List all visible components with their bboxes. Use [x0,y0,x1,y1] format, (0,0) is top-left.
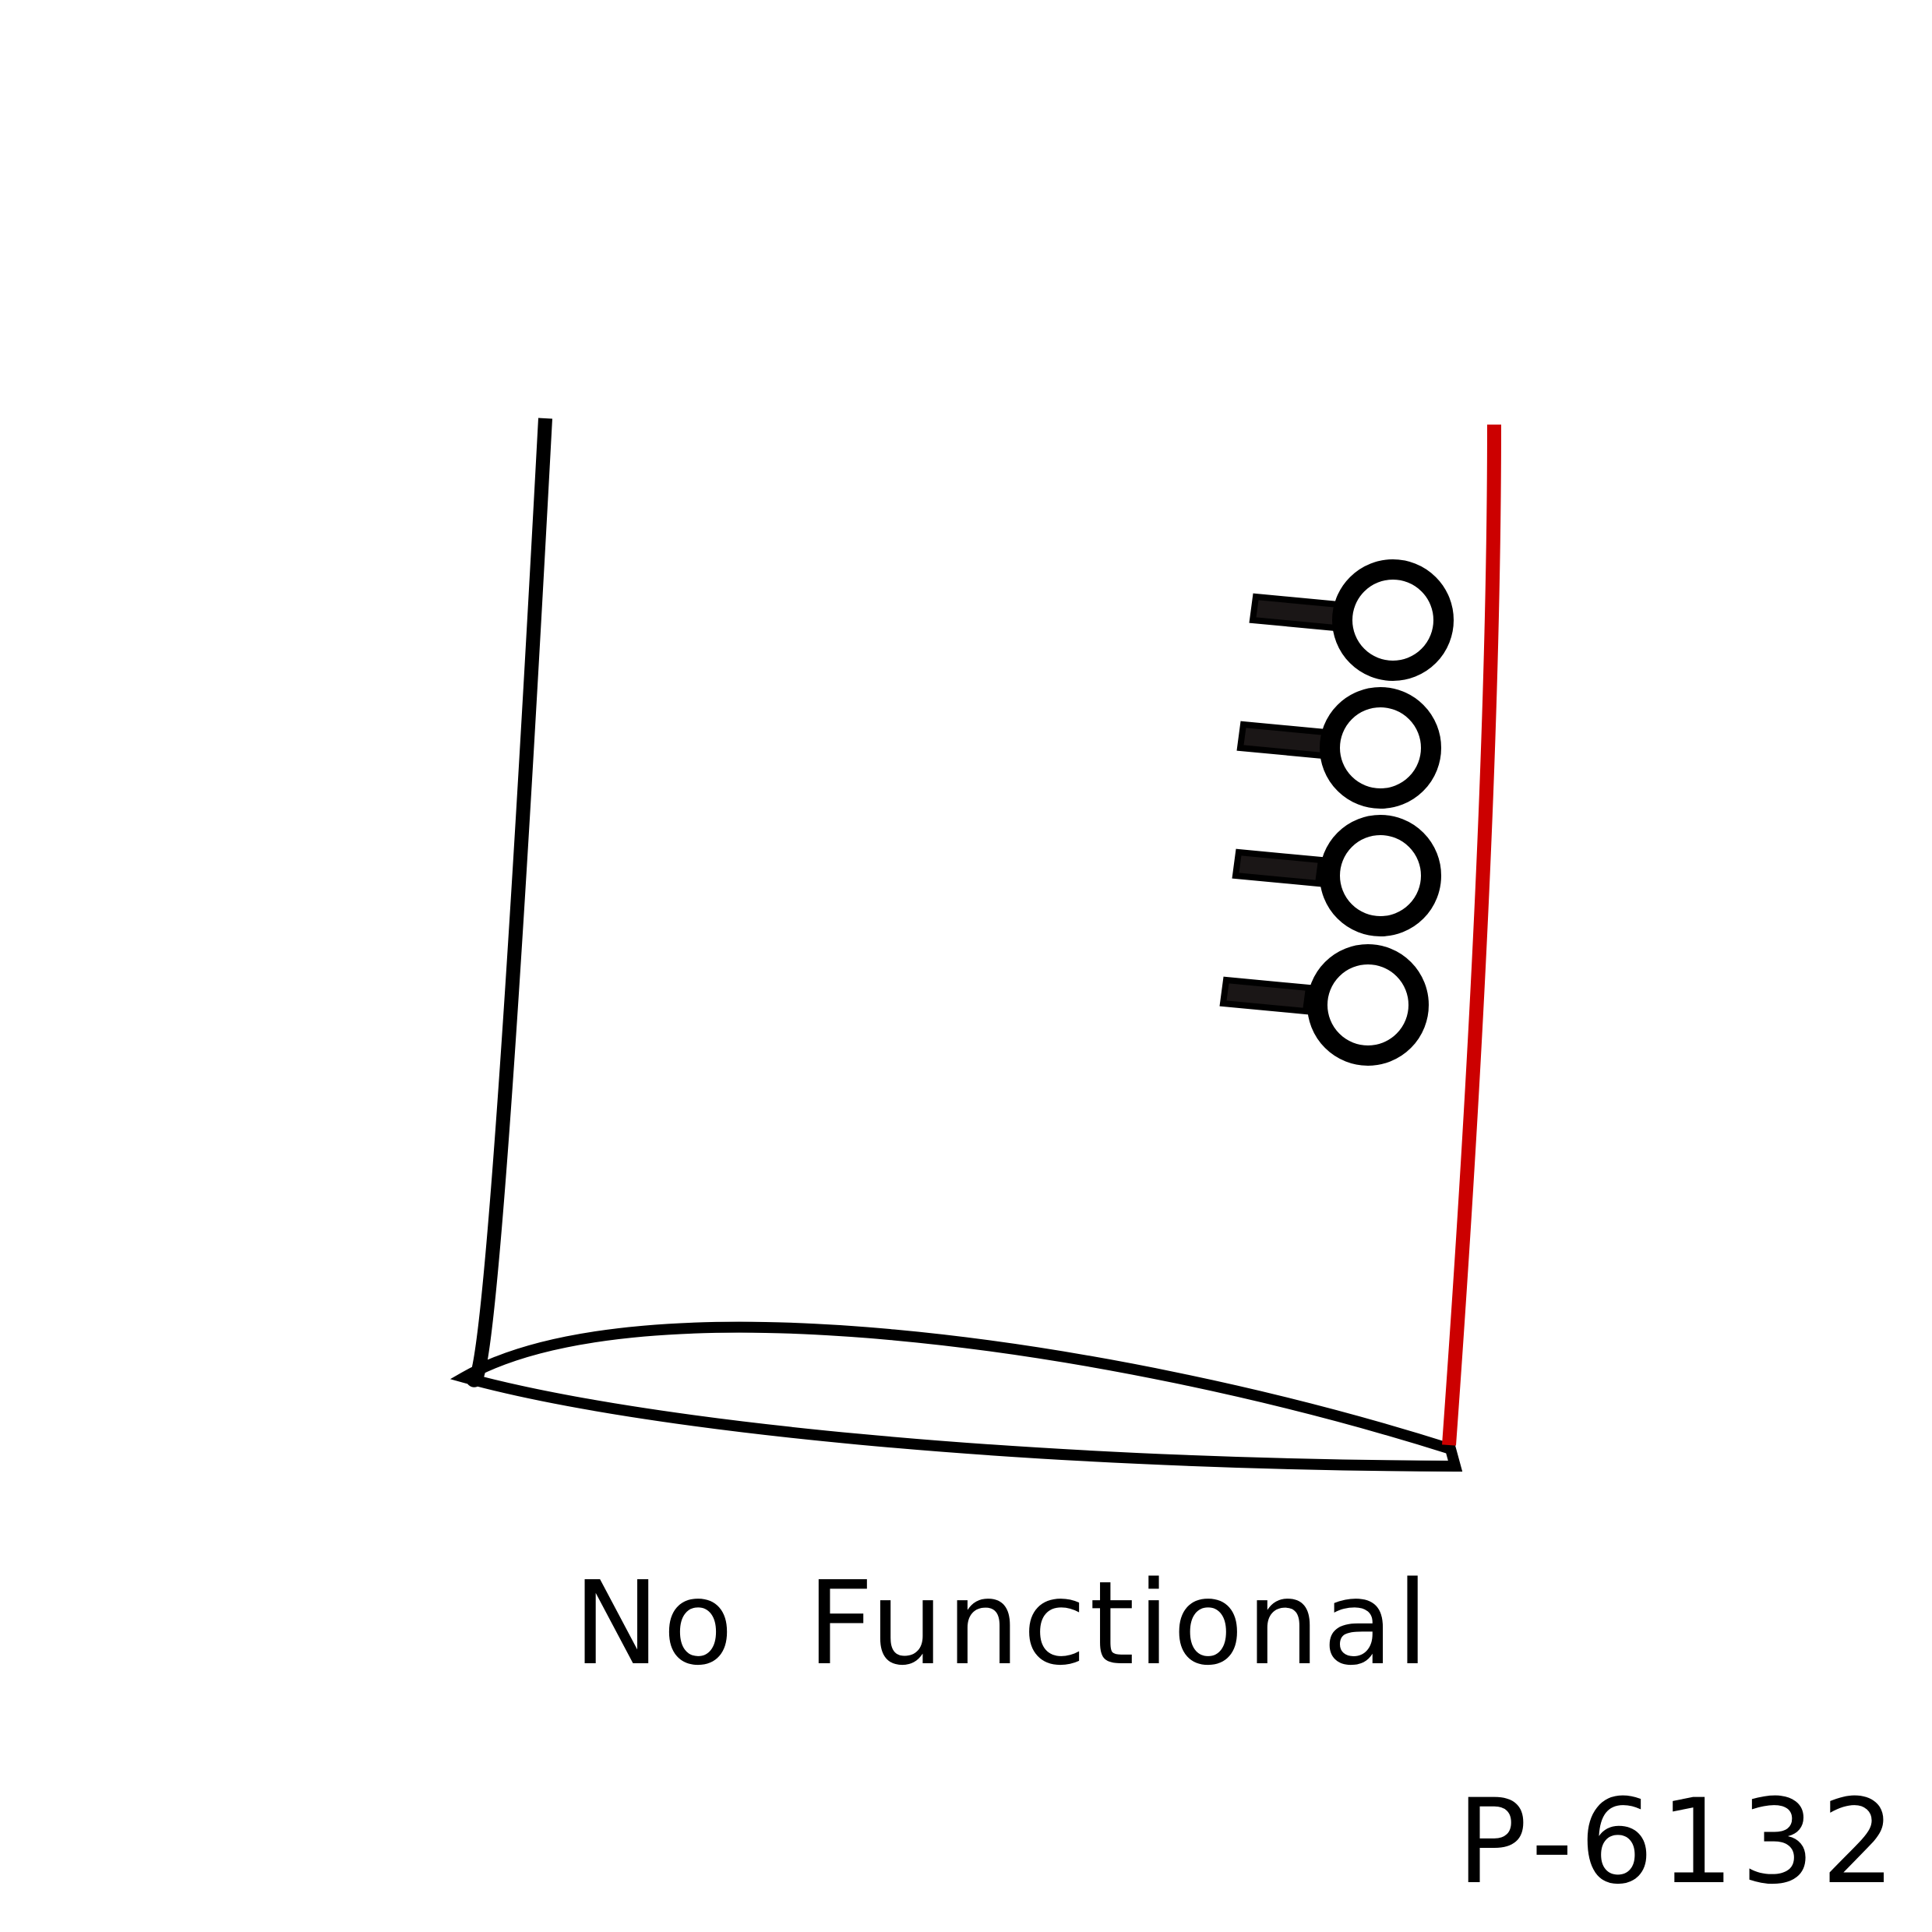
ring-pin-icon [1249,559,1454,681]
product-code: P-6132 [1457,1775,1902,1910]
left-edge [465,418,552,1387]
bottom-outline [450,1321,1463,1472]
caption-text: No Functional [573,1557,1432,1690]
ring-pin-icon [1236,687,1441,809]
right-edge-highlight [1442,424,1501,1446]
ring-pin-icon [1219,944,1429,1066]
ring-pin-icon [1232,815,1441,936]
